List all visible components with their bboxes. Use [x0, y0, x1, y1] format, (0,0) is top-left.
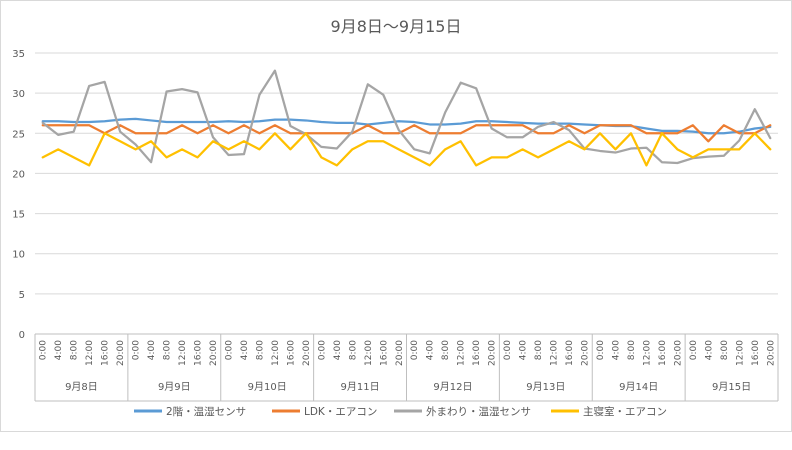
y-tick-label: 30: [12, 89, 25, 100]
x-tick-label: 12:00: [642, 340, 652, 366]
day-label: 9月15日: [712, 381, 751, 393]
x-tick-label: 8:00: [70, 340, 80, 360]
x-tick-label: 12:00: [735, 340, 745, 366]
legend: 2階・温湿センサ LDK・エアコン 外まわり・温湿センサ 主寝室・エアコン: [134, 405, 667, 418]
x-tick-label: 8:00: [627, 340, 637, 360]
x-tick-label: 4:00: [519, 340, 529, 360]
x-tick-label: 20:00: [766, 340, 776, 366]
x-tick-label: 8:00: [255, 340, 265, 360]
x-tick-label: 12:00: [364, 340, 374, 366]
x-tick-label: 20:00: [673, 340, 683, 366]
legend-label: 外まわり・温湿センサ: [426, 406, 531, 418]
legend-label: LDK・エアコン: [304, 406, 377, 418]
x-tick-label: 16:00: [101, 340, 111, 366]
y-tick-label: 10: [12, 250, 25, 261]
x-tick-label: 16:00: [658, 340, 668, 366]
x-tick-label: 4:00: [333, 340, 343, 360]
y-tick-label: 15: [12, 210, 25, 221]
x-tick-label: 16:00: [286, 340, 296, 366]
x-tick-label: 16:00: [194, 340, 204, 366]
x-tick-label: 12:00: [271, 340, 281, 366]
x-tick-label: 8:00: [720, 340, 730, 360]
x-tick-label: 16:00: [379, 340, 389, 366]
x-tick-label: 20:00: [488, 340, 498, 366]
x-tick-label: 0:00: [39, 340, 49, 360]
day-label: 9月9日: [158, 381, 191, 393]
chart-title: 9月8日～9月15日: [331, 17, 462, 36]
x-tick-label: 0:00: [224, 340, 234, 360]
x-tick-label: 0:00: [503, 340, 513, 360]
x-tick-label: 16:00: [472, 340, 482, 366]
x-tick-label: 12:00: [550, 340, 560, 366]
x-tick-label: 12:00: [85, 340, 95, 366]
y-tick-label: 5: [19, 290, 25, 301]
x-tick-label: 0:00: [410, 340, 420, 360]
x-tick-label: 16:00: [565, 340, 575, 366]
chart-frame: 9月8日～9月15日 0 5 10 15 20 25 30 35 0:00 4:00 8:00 12…: [0, 0, 792, 432]
y-tick-label: 20: [12, 169, 25, 180]
temperature-line-chart: 9月8日～9月15日 0 5 10 15 20 25 30 35 0:00 4:00 8:00 12…: [12, 17, 779, 418]
x-tick-label: 4:00: [147, 340, 157, 360]
y-axis: 0 5 10 15 20 25 30 35: [12, 49, 25, 341]
x-tick-label: 20:00: [209, 340, 219, 366]
x-tick-label: 4:00: [240, 340, 250, 360]
day-label: 9月13日: [526, 381, 565, 393]
legend-label: 2階・温湿センサ: [166, 406, 246, 418]
y-tick-label: 0: [19, 330, 25, 341]
x-tick-label: 8:00: [441, 340, 451, 360]
x-tick-label: 20:00: [302, 340, 312, 366]
series-line-3: [41, 69, 772, 165]
series-lines: [41, 69, 772, 167]
x-tick-label: 4:00: [54, 340, 64, 360]
legend-label: 主寝室・エアコン: [583, 405, 667, 418]
series-line-1: [41, 117, 772, 135]
day-label: 9月8日: [65, 381, 98, 393]
y-tick-label: 35: [12, 49, 25, 60]
gridlines: [35, 52, 778, 295]
x-tick-label: 4:00: [426, 340, 436, 360]
x-tick-label: 0:00: [689, 340, 699, 360]
x-axis: 0:00 4:00 8:00 12:00 16:00 20:00 0:00 4:00 8:00 1…: [34, 333, 779, 402]
y-tick-label: 25: [12, 129, 25, 140]
x-tick-label: 20:00: [116, 340, 126, 366]
x-tick-label: 12:00: [178, 340, 188, 366]
day-label: 9月11日: [341, 381, 380, 393]
x-tick-label: 0:00: [596, 340, 606, 360]
x-tick-label: 0:00: [317, 340, 327, 360]
x-tick-label: 4:00: [704, 340, 714, 360]
x-tick-label: 20:00: [395, 340, 405, 366]
x-tick-label: 0:00: [132, 340, 142, 360]
day-label: 9月14日: [619, 381, 658, 393]
x-tick-label: 20:00: [581, 340, 591, 366]
x-tick-label: 8:00: [348, 340, 358, 360]
series-line-2: [41, 124, 772, 143]
x-tick-label: 16:00: [751, 340, 761, 366]
day-label: 9月12日: [433, 381, 472, 393]
x-tick-label: 8:00: [163, 340, 173, 360]
x-tick-label: 4:00: [611, 340, 621, 360]
x-tick-label: 12:00: [457, 340, 467, 366]
x-tick-label: 8:00: [534, 340, 544, 360]
series-line-4: [41, 132, 772, 167]
day-label: 9月10日: [248, 381, 287, 393]
